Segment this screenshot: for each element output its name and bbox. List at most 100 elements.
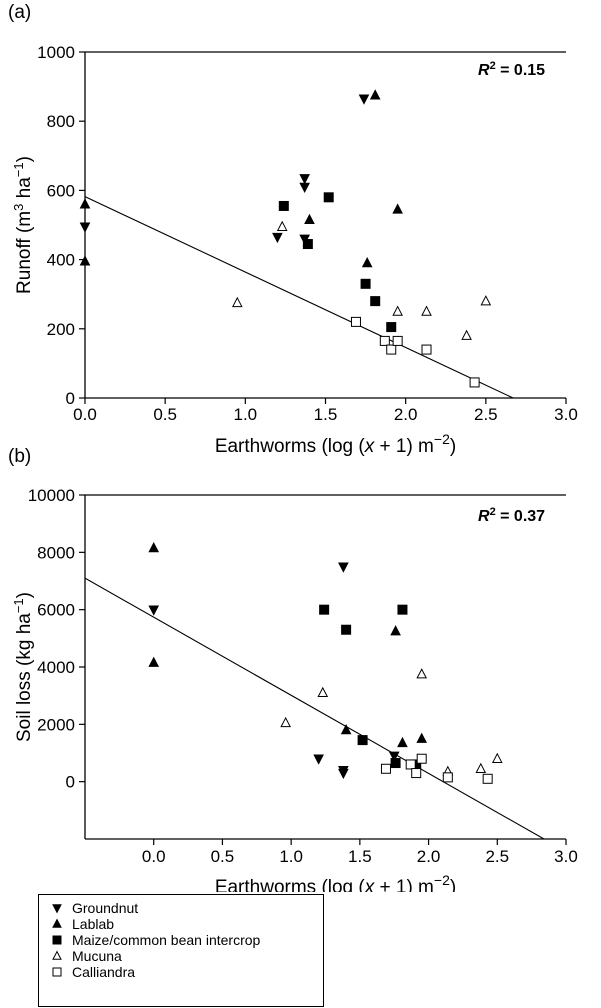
series-lablab <box>149 543 426 747</box>
data-point-mucuna <box>493 754 502 763</box>
y-tick-label: 800 <box>47 112 75 131</box>
data-point-mucuna <box>233 298 242 307</box>
x-tick-label: 1.5 <box>314 405 338 424</box>
data-point-mucuna <box>281 718 290 727</box>
y-tick-label: 200 <box>47 320 75 339</box>
legend-marker-lablab <box>53 920 61 928</box>
y-tick-label: 1000 <box>37 43 75 62</box>
data-point-calliandra <box>351 317 360 326</box>
x-tick-label: 0.0 <box>142 847 166 866</box>
y-tick-label: 4000 <box>37 658 75 677</box>
y-tick-label: 10000 <box>28 486 75 505</box>
y-tick-label: 0 <box>66 773 75 792</box>
y-axis-title: Runoff (m3 ha−1) <box>11 156 36 294</box>
x-tick-label: 0.5 <box>153 405 177 424</box>
x-axis-title-close: ) <box>450 436 456 457</box>
x-tick-label: 0.5 <box>211 847 235 866</box>
x-tick-label: 2.5 <box>474 405 498 424</box>
series-groundnut <box>149 563 399 778</box>
figure-canvas: 0 200 400 600 800 1000 0.0 0.5 1.0 1.5 2.0 2.5 3.0 (a… <box>0 0 601 892</box>
legend-marker-calliandra <box>53 968 61 976</box>
data-point-lablab <box>393 204 402 213</box>
data-point-maize-common-bean-intercrop <box>398 605 407 614</box>
x-axis-title-exponent: −2 <box>434 872 450 888</box>
y-axis-title-text: Soil loss (kg ha <box>14 613 35 742</box>
x-tick-label: 2.0 <box>417 847 441 866</box>
data-point-lablab <box>391 626 400 635</box>
data-point-lablab <box>149 543 158 552</box>
data-point-groundnut <box>149 606 158 615</box>
data-point-maize-common-bean-intercrop <box>391 759 400 768</box>
x-tick-label: 1.0 <box>234 405 258 424</box>
x-axis-title-text: Earthworms (log ( <box>215 877 366 892</box>
data-point-groundnut <box>300 175 309 184</box>
data-point-maize-common-bean-intercrop <box>303 240 312 249</box>
y-tick-label: 6000 <box>37 601 75 620</box>
data-point-maize-common-bean-intercrop <box>324 193 333 202</box>
data-point-lablab <box>305 215 314 224</box>
data-point-mucuna <box>462 331 471 340</box>
legend-label-groundnut: Groundnut <box>72 900 138 916</box>
x-axis-title-exponent: −2 <box>434 431 450 447</box>
data-point-calliandra <box>417 754 426 763</box>
r-squared-label: R2 = 0.15 <box>478 60 545 79</box>
legend: Groundnut Lablab Maize/common bean intercr… <box>38 894 324 1007</box>
data-point-maize-common-bean-intercrop <box>358 736 367 745</box>
series-maize-common-bean-intercrop <box>279 193 395 332</box>
data-point-lablab <box>363 258 372 267</box>
data-point-maize-common-bean-intercrop <box>342 625 351 634</box>
data-point-lablab <box>417 734 426 743</box>
legend-canvas: GroundnutLablabMaize/common bean intercr… <box>39 895 325 1008</box>
legend-marker-mucuna <box>53 952 61 960</box>
data-point-groundnut <box>314 755 323 764</box>
x-axis-title-unit: + 1) m <box>374 877 434 892</box>
r-squared-symbol: R <box>478 62 490 79</box>
chart-panel-b: 0 2000 4000 6000 8000 10000 0.0 0.5 1.0 1.5 2.0 2.5… <box>8 446 578 892</box>
data-point-lablab <box>398 738 407 747</box>
regression-line <box>85 197 513 398</box>
x-tick-label: 2.5 <box>485 847 509 866</box>
x-axis-title-text: Earthworms (log ( <box>215 436 366 457</box>
data-point-calliandra <box>422 345 431 354</box>
x-tick-label: 3.0 <box>554 847 578 866</box>
data-point-mucuna <box>393 307 402 316</box>
x-tick-label: 0.0 <box>73 405 97 424</box>
x-axis-title: Earthworms (log (x + 1) m−2) <box>215 431 456 457</box>
series-groundnut <box>81 95 369 244</box>
data-point-calliandra <box>381 764 390 773</box>
data-point-calliandra <box>393 336 402 345</box>
legend-label-maize-common-bean-intercrop: Maize/common bean intercrop <box>72 932 261 948</box>
panel-label: (b) <box>8 446 31 467</box>
r-squared-label: R2 = 0.37 <box>478 506 545 525</box>
y-axis-title-exponent: 3 <box>11 204 26 211</box>
panel-label: (a) <box>8 2 31 23</box>
x-axis-title-close: ) <box>450 877 456 892</box>
y-tick-label: 400 <box>47 251 75 270</box>
data-point-groundnut <box>81 223 90 232</box>
x-tick-label: 1.0 <box>279 847 303 866</box>
x-tick-label: 1.5 <box>348 847 372 866</box>
y-axis-title-text: Runoff (m <box>14 211 35 294</box>
data-point-lablab <box>81 199 90 208</box>
data-point-calliandra <box>380 336 389 345</box>
data-point-maize-common-bean-intercrop <box>387 323 396 332</box>
data-point-mucuna <box>481 296 490 305</box>
y-axis-title-exponent: −1 <box>11 598 26 613</box>
chart-panel-a: 020040060080010000.0 0.5 1.0 1.5 2.0 2.5 3.0(a… <box>8 2 578 457</box>
r-squared-value: = 0.37 <box>496 508 545 525</box>
data-point-lablab <box>371 90 380 99</box>
data-point-lablab <box>342 725 351 734</box>
data-point-lablab <box>149 658 158 667</box>
regression-line <box>85 578 544 839</box>
y-axis-title-close: ) <box>14 156 35 162</box>
x-tick-label: 3.0 <box>554 405 578 424</box>
data-point-calliandra <box>412 769 421 778</box>
x-axis-title: Earthworms (log (x + 1) m−2) <box>215 872 456 892</box>
data-point-mucuna <box>318 688 327 697</box>
x-axis-title-unit: + 1) m <box>374 436 434 457</box>
legend-label-mucuna: Mucuna <box>72 948 122 964</box>
data-point-lablab <box>81 256 90 265</box>
y-tick-label: 600 <box>47 181 75 200</box>
data-point-mucuna <box>278 222 287 231</box>
y-tick-label: 8000 <box>37 543 75 562</box>
